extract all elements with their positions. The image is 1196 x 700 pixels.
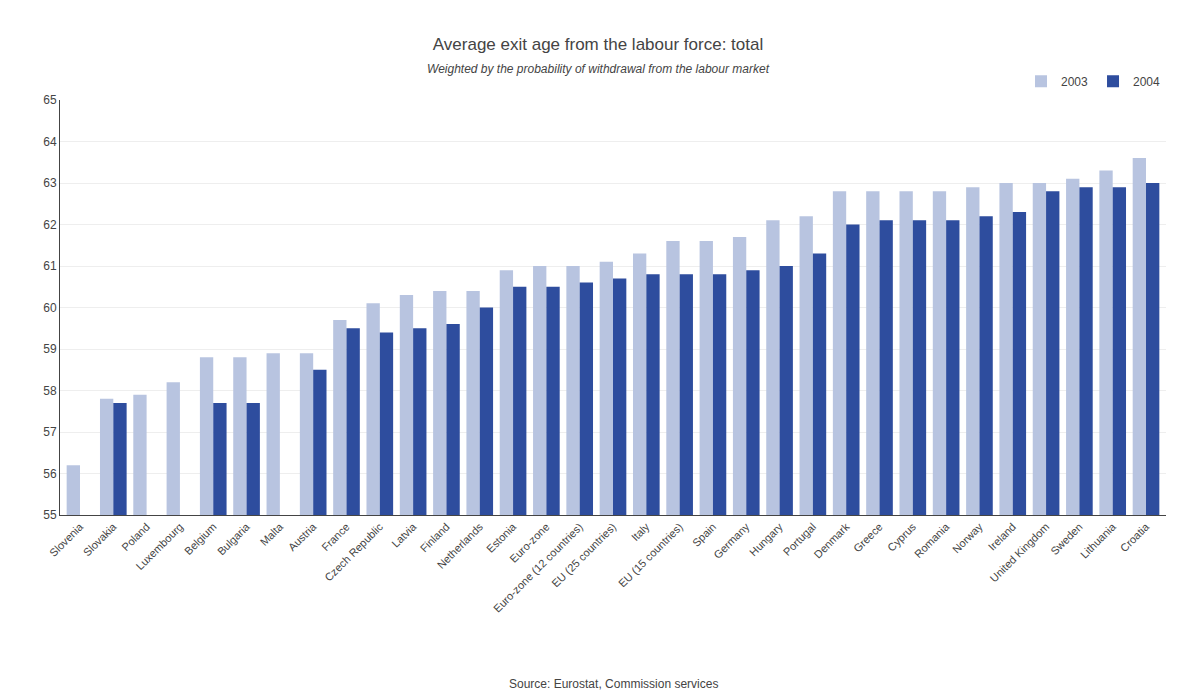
svg-text:France: France — [319, 521, 352, 554]
svg-text:57: 57 — [43, 425, 57, 439]
svg-text:62: 62 — [43, 218, 57, 232]
svg-text:Latvia: Latvia — [389, 520, 419, 550]
svg-text:61: 61 — [43, 259, 57, 273]
svg-text:EU (15 countries): EU (15 countries) — [616, 521, 685, 590]
svg-text:Norway: Norway — [950, 520, 985, 555]
svg-text:Bulgaria: Bulgaria — [215, 520, 253, 558]
svg-text:Weighted by the probability of: Weighted by the probability of withdrawa… — [427, 62, 770, 76]
svg-text:Romania: Romania — [912, 520, 952, 560]
svg-text:Germany: Germany — [711, 520, 752, 561]
svg-text:Estonia: Estonia — [484, 520, 519, 555]
svg-text:Belgium: Belgium — [182, 521, 219, 558]
svg-text:Sweden: Sweden — [1048, 521, 1085, 558]
svg-text:60: 60 — [43, 301, 57, 315]
svg-text:Poland: Poland — [119, 521, 152, 554]
svg-text:Cyprus: Cyprus — [885, 520, 918, 553]
svg-text:64: 64 — [43, 135, 57, 149]
svg-text:Portugal: Portugal — [781, 521, 818, 558]
svg-text:Average exit age from the labo: Average exit age from the labour force: … — [433, 35, 763, 54]
svg-text:Ireland: Ireland — [986, 521, 1018, 553]
svg-text:Euro-zone (12 countries): Euro-zone (12 countries) — [491, 521, 585, 615]
svg-text:Lithuania: Lithuania — [1078, 520, 1119, 561]
svg-text:Luxembourg: Luxembourg — [134, 521, 186, 573]
svg-text:Spain: Spain — [690, 521, 718, 549]
svg-text:Source: Eurostat, Commission s: Source: Eurostat, Commission services — [509, 677, 718, 691]
svg-text:65: 65 — [43, 93, 57, 107]
svg-text:United Kingdom: United Kingdom — [988, 521, 1052, 585]
svg-text:Denmark: Denmark — [811, 520, 851, 560]
svg-text:2004: 2004 — [1133, 75, 1160, 89]
svg-text:Austria: Austria — [286, 520, 319, 553]
svg-text:Hungary: Hungary — [747, 520, 785, 558]
svg-text:Euro-zone: Euro-zone — [507, 521, 551, 565]
svg-text:55: 55 — [43, 508, 57, 522]
svg-text:Italy: Italy — [629, 520, 652, 543]
svg-text:Netherlands: Netherlands — [435, 520, 486, 571]
svg-text:EU (25 countries): EU (25 countries) — [549, 521, 618, 590]
svg-text:2003: 2003 — [1061, 75, 1088, 89]
svg-text:58: 58 — [43, 384, 57, 398]
svg-text:63: 63 — [43, 176, 57, 190]
svg-text:Czech Republic: Czech Republic — [322, 520, 385, 583]
svg-text:56: 56 — [43, 467, 57, 481]
svg-text:Finland: Finland — [418, 521, 452, 555]
svg-text:Malta: Malta — [258, 520, 286, 548]
svg-text:59: 59 — [43, 342, 57, 356]
svg-text:Greece: Greece — [851, 521, 885, 555]
svg-text:Slovenia: Slovenia — [47, 520, 86, 559]
svg-text:Croatia: Croatia — [1118, 520, 1152, 554]
svg-text:Slovakia: Slovakia — [81, 520, 120, 559]
